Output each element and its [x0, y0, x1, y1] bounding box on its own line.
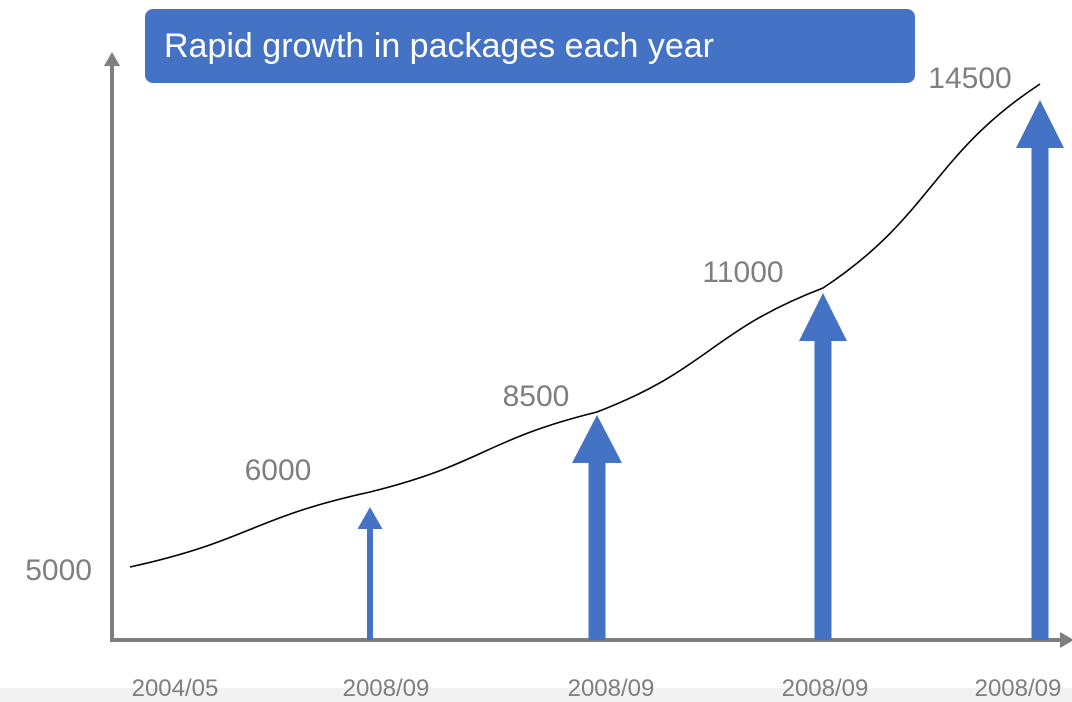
- bar-arrow-shaft: [367, 528, 373, 640]
- value-label: 8500: [503, 380, 570, 413]
- bar-arrow-head: [1016, 100, 1064, 148]
- value-label: 5000: [25, 554, 92, 587]
- category-label: 2004/05: [132, 675, 219, 702]
- category-label: 2008/09: [343, 675, 430, 702]
- category-label: 2008/09: [568, 675, 655, 702]
- bottom-fade-strip: [0, 688, 1072, 702]
- category-label: 2008/09: [975, 675, 1062, 702]
- value-label: 11000: [702, 256, 783, 289]
- bar-arrow-shaft: [1031, 147, 1049, 640]
- y-axis-arrowhead: [104, 52, 120, 66]
- value-label: 14500: [928, 62, 1011, 95]
- bar-arrow-shaft: [814, 340, 832, 640]
- chart-title: Rapid growth in packages each year: [164, 26, 714, 65]
- category-label: 2008/09: [782, 675, 869, 702]
- bar-arrow-head: [799, 293, 847, 341]
- value-label: 6000: [245, 454, 312, 487]
- chart-title-box: Rapid growth in packages each year: [145, 9, 915, 83]
- chart-axes: [104, 52, 1072, 648]
- bar-arrow-head: [357, 507, 383, 529]
- bar-arrow-shaft: [588, 462, 606, 640]
- x-axis-arrowhead: [1060, 632, 1072, 648]
- chart-marks: [129, 83, 1064, 640]
- trend-curve: [129, 83, 1041, 568]
- chart-labels: 5000 6000 8500 11000 14500 2004/05 2008/09 2008…: [25, 62, 1061, 702]
- bar-arrow-head: [572, 415, 622, 463]
